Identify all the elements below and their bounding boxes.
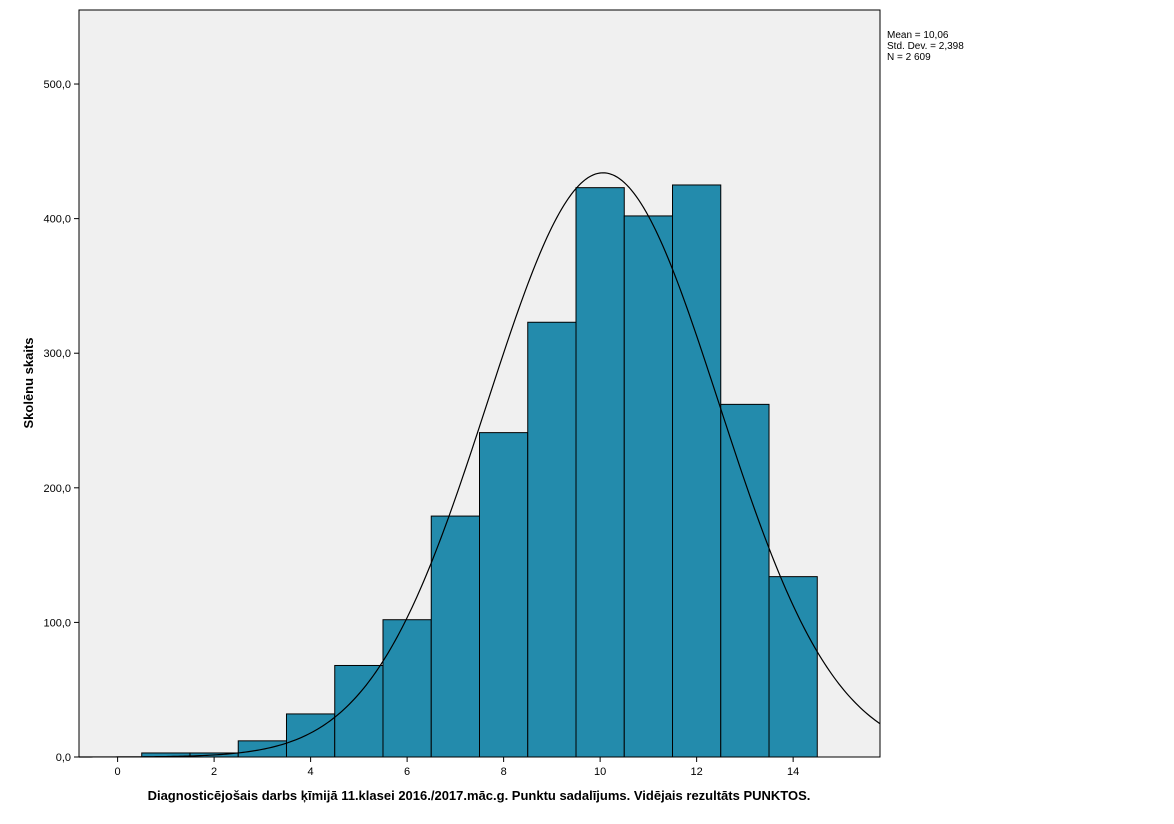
y-axis-label: Skolēnu skaits	[21, 337, 36, 428]
histogram-bar	[334, 664, 384, 758]
histogram-bar	[720, 403, 770, 758]
bars-layer	[141, 184, 818, 758]
histogram-bar	[623, 215, 674, 758]
x-tick-label: 6	[404, 766, 410, 778]
x-tick-label: 12	[691, 766, 703, 778]
stat-n: N = 2 609	[887, 52, 931, 63]
plot-frame	[78, 9, 881, 758]
histogram-bar	[479, 432, 529, 758]
statistics-legend: Mean = 10,06 Std. Dev. = 2,398 N = 2 609	[887, 30, 964, 63]
x-tick-label: 10	[594, 766, 606, 778]
y-tick-label: 100,0	[43, 617, 71, 629]
normal-curve	[79, 172, 881, 758]
histogram-bar	[672, 184, 722, 758]
x-tick-label: 0	[115, 766, 121, 778]
y-tick-label: 400,0	[43, 214, 71, 226]
histogram-bar	[285, 713, 336, 758]
histogram-bar	[768, 576, 818, 758]
x-tick-label: 2	[211, 766, 217, 778]
histogram-bar	[575, 187, 625, 758]
y-tick-label: 500,0	[43, 79, 71, 91]
x-tick-label: 4	[308, 766, 314, 778]
x-axis-ticks: 0 2 4 6 8 10 12 14	[115, 757, 799, 778]
stat-mean: Mean = 10,06	[887, 30, 949, 41]
histogram-bar	[527, 321, 577, 758]
y-tick-label: 300,0	[43, 348, 71, 360]
x-tick-label: 8	[501, 766, 507, 778]
y-axis-ticks: 0,0 100,0 200,0 300,0 400,0 500,0	[43, 79, 79, 764]
stat-std-dev: Std. Dev. = 2,398	[887, 41, 964, 52]
histogram-bar	[382, 619, 432, 758]
y-tick-label: 200,0	[43, 483, 71, 495]
y-tick-label: 0,0	[56, 752, 71, 764]
histogram-bar	[430, 515, 480, 758]
x-axis-label: Diagnosticējošais darbs ķīmijā 11.klasei…	[148, 788, 811, 803]
x-tick-label: 14	[787, 766, 799, 778]
